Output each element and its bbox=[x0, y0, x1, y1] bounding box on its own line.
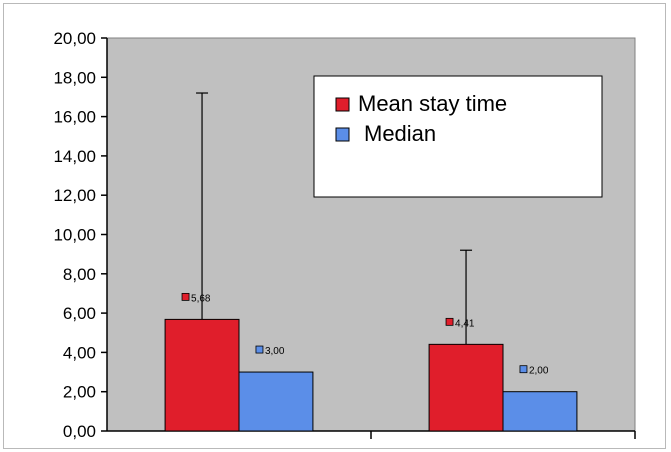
x-axis bbox=[107, 430, 636, 439]
legend-label-mean: Mean stay time bbox=[358, 91, 507, 116]
data-labels: 5,68 4,41 3,00 2,00 bbox=[181, 292, 549, 377]
bar-median-2 bbox=[502, 391, 578, 432]
y-tick-label: 4,00 bbox=[63, 343, 96, 362]
data-label-marker bbox=[519, 365, 528, 374]
legend-swatch-mean bbox=[335, 97, 350, 112]
y-tick-label: 2,00 bbox=[63, 383, 96, 402]
y-axis: 0,00 2,00 4,00 6,00 8,00 10,00 12,00 14,00 16,00… bbox=[53, 29, 108, 441]
data-label-marker bbox=[445, 317, 454, 326]
y-tick-label: 20,00 bbox=[53, 29, 96, 48]
legend-label-median: Median bbox=[364, 121, 436, 146]
bar-median-1 bbox=[238, 371, 314, 432]
data-label-marker bbox=[255, 345, 264, 354]
data-label-marker bbox=[181, 292, 190, 301]
legend-swatch-median bbox=[335, 127, 350, 142]
data-label: 4,41 bbox=[455, 318, 475, 329]
y-tick-label: 18,00 bbox=[53, 68, 96, 87]
legend: Mean stay time Median bbox=[313, 75, 603, 198]
legend-box bbox=[313, 75, 603, 198]
y-tick-label: 8,00 bbox=[63, 265, 96, 284]
y-tick-label: 14,00 bbox=[53, 147, 96, 166]
y-tick-label: 6,00 bbox=[63, 304, 96, 323]
y-tick-label: 12,00 bbox=[53, 186, 96, 205]
bar-mean-2 bbox=[428, 343, 504, 432]
y-tick-label: 16,00 bbox=[53, 108, 96, 127]
bars bbox=[164, 92, 578, 432]
y-tick-label: 0,00 bbox=[63, 422, 96, 441]
bar-mean-1 bbox=[164, 318, 240, 432]
data-label: 3,00 bbox=[265, 346, 285, 357]
data-label: 2,00 bbox=[529, 366, 549, 377]
data-label: 5,68 bbox=[191, 293, 211, 304]
y-tick-label: 10,00 bbox=[53, 226, 96, 245]
